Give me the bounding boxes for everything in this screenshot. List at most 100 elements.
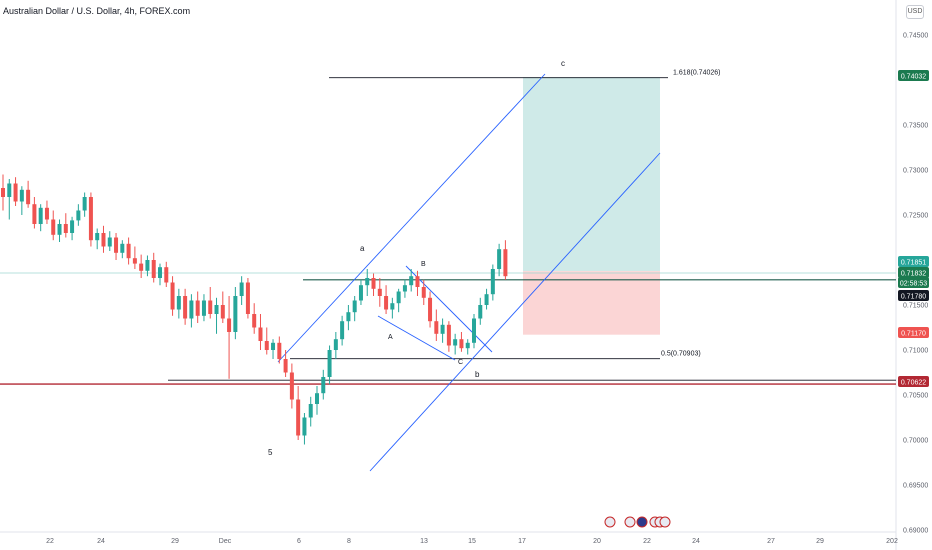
candle-body[interactable] — [176, 296, 181, 310]
candle-body[interactable] — [277, 342, 282, 359]
candle-body[interactable] — [315, 393, 319, 404]
candle-body[interactable] — [371, 278, 376, 289]
candle-body[interactable] — [132, 258, 137, 264]
candle-body[interactable] — [308, 404, 313, 418]
candle-body[interactable] — [151, 260, 156, 278]
candle-body[interactable] — [164, 267, 169, 283]
candle-body[interactable] — [245, 282, 250, 315]
candle-body[interactable] — [107, 237, 112, 247]
candle-body[interactable] — [346, 312, 351, 322]
correction-channel-lower[interactable] — [405, 265, 493, 353]
candle-body[interactable] — [70, 220, 75, 233]
us-flag-icon[interactable] — [604, 516, 616, 528]
candle-body[interactable] — [26, 189, 31, 205]
candle-body[interactable] — [239, 282, 244, 297]
candle-body[interactable] — [484, 294, 489, 305]
candle-body[interactable] — [396, 291, 401, 304]
currency-button[interactable]: USD — [906, 5, 924, 19]
candle-body[interactable] — [38, 207, 43, 224]
candle-body[interactable] — [453, 339, 458, 346]
candle-body[interactable] — [19, 189, 24, 202]
candle-body[interactable] — [145, 260, 150, 271]
x-tick-label: 13 — [420, 538, 428, 545]
candle-body[interactable] — [88, 197, 93, 241]
candle-body[interactable] — [120, 243, 125, 253]
candle-body[interactable] — [465, 342, 470, 349]
candle-body[interactable] — [170, 282, 175, 310]
candle-body[interactable] — [183, 296, 188, 319]
candle-body[interactable] — [402, 285, 407, 292]
economic-events[interactable] — [604, 516, 671, 528]
candle-body[interactable] — [434, 321, 439, 334]
candle-body[interactable] — [384, 296, 389, 310]
candle-body[interactable] — [95, 233, 100, 241]
candle-body[interactable] — [13, 183, 18, 202]
candle-body[interactable] — [76, 210, 81, 221]
position-stop-zone[interactable] — [523, 271, 660, 335]
candle-body[interactable] — [264, 341, 269, 350]
candle-body[interactable] — [63, 224, 68, 233]
candle-body[interactable] — [32, 204, 37, 224]
y-tick-label: 0.70500 — [903, 393, 928, 400]
candle-body[interactable] — [409, 276, 414, 286]
candle-body[interactable] — [340, 321, 345, 340]
candle-body[interactable] — [233, 296, 238, 332]
candle-body[interactable] — [428, 297, 433, 322]
candle-body[interactable] — [57, 224, 62, 235]
candle-body[interactable] — [327, 350, 332, 377]
candle-body[interactable] — [321, 377, 326, 394]
candle-body[interactable] — [333, 339, 338, 350]
candle-body[interactable] — [1, 188, 5, 197]
candle-body[interactable] — [421, 287, 426, 298]
correction-channel-upper[interactable] — [377, 315, 456, 361]
candle-body[interactable] — [208, 300, 213, 315]
candle-body[interactable] — [289, 372, 294, 400]
y-axis-ticks: 0.74500 0.73500 0.73000 0.72500 0.71500 0.710… — [903, 33, 928, 535]
candle-body[interactable] — [283, 359, 288, 373]
candle-body[interactable] — [377, 288, 382, 296]
candle-body[interactable] — [7, 183, 12, 198]
position-profit-zone[interactable] — [523, 77, 660, 272]
us-flag-icon[interactable] — [624, 516, 636, 528]
channel-upper-line[interactable] — [277, 73, 546, 363]
candle-body[interactable] — [440, 324, 445, 334]
candle-body[interactable] — [296, 399, 301, 436]
candle-body[interactable] — [252, 314, 257, 328]
candle-body[interactable] — [214, 305, 219, 314]
candle-body[interactable] — [415, 276, 420, 287]
candle-body[interactable] — [220, 305, 225, 319]
wave-label-C: C — [458, 359, 463, 366]
candle-body[interactable] — [82, 197, 87, 211]
candle-body[interactable] — [459, 339, 464, 349]
candle-body[interactable] — [358, 285, 363, 301]
candle-body[interactable] — [126, 243, 131, 259]
candle-body[interactable] — [51, 219, 56, 235]
candle-body[interactable] — [497, 249, 502, 269]
candle-body[interactable] — [139, 263, 144, 271]
candle-body[interactable] — [365, 278, 370, 286]
candle-body[interactable] — [158, 267, 162, 278]
candle-body[interactable] — [446, 324, 451, 346]
candle-body[interactable] — [472, 318, 476, 343]
x-axis-ticks: 22 24 29 Dec 6 8 13 15 17 20 22 24 27 29 202 — [46, 538, 898, 545]
candle-body[interactable] — [195, 300, 200, 316]
candle-body[interactable] — [189, 300, 194, 319]
candle-body[interactable] — [101, 233, 106, 247]
y-tick-label: 0.73000 — [903, 168, 928, 175]
candle-body[interactable] — [478, 305, 483, 319]
channel-lower-line[interactable] — [369, 152, 661, 472]
candle-body[interactable] — [201, 300, 206, 316]
us-flag-icon[interactable] — [659, 516, 671, 528]
candle-body[interactable] — [490, 269, 495, 295]
candle-body[interactable] — [352, 300, 357, 313]
au-flag-icon[interactable] — [636, 516, 648, 528]
candle-body[interactable] — [227, 318, 232, 333]
candle-body[interactable] — [258, 327, 263, 342]
candle-body[interactable] — [503, 249, 508, 277]
candle-body[interactable] — [114, 237, 119, 253]
candle-body[interactable] — [271, 342, 276, 350]
candle-body[interactable] — [390, 303, 395, 310]
candle-body[interactable] — [302, 417, 307, 436]
candle-body[interactable] — [44, 207, 49, 220]
